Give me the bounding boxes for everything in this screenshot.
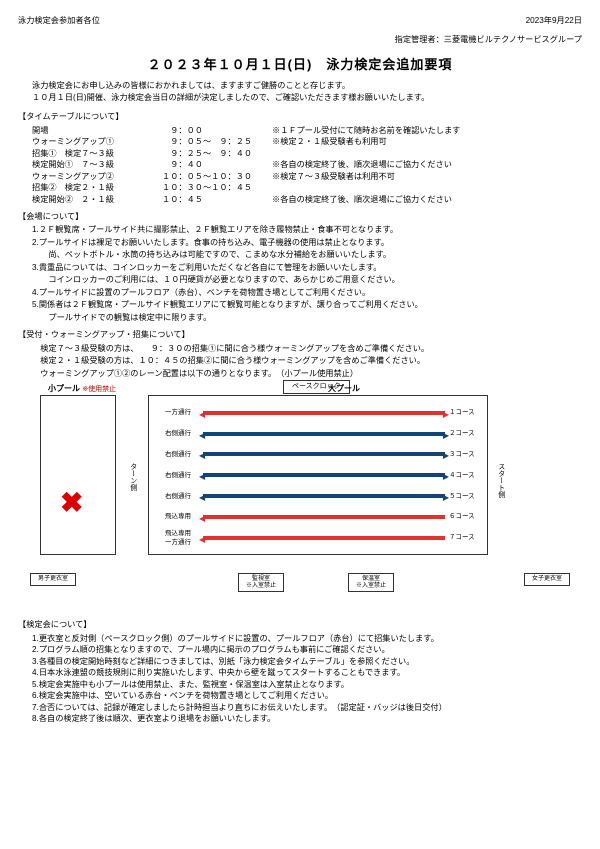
timetable: 開場 ９：００※１Ｆプール受付にて随時お名前を確認いたしますウォーミングアップ①… <box>18 125 582 205</box>
lane-row: 右側通行◀▶２コース <box>157 426 479 442</box>
timetable-heading: 【タイムテーブルについて】 <box>18 111 582 122</box>
testinfo-item: 3.各種目の検定開始時刻など詳細につきましては、別紙「泳力検定会タイムテーブル」… <box>32 656 582 667</box>
venue-heading: 【会場について】 <box>18 211 582 222</box>
recipient: 泳力検定会参加者各位 <box>18 15 100 26</box>
venue-item: 3.貴重品については、コインロッカーをご利用いただくなど各自にて管理をお願いいた… <box>32 262 582 273</box>
intro-line: １０月１日(日)開催、泳力検定会当日の詳細が決定しましたので、ご確認いただきます… <box>32 92 582 103</box>
reception-item: 検定２・１級受験の方は、１０：４５の招集②に間に合う様ウォーミングアップを含めご… <box>32 355 582 366</box>
start-side-label: スタート側 <box>496 463 506 498</box>
small-pool-label: 小プール <box>48 384 80 393</box>
small-pool-note: ※使用禁止 <box>82 386 116 393</box>
testinfo-item: 8.各自の検定終了後は順次、更衣室より退場をお願いいたします。 <box>32 713 582 724</box>
timetable-row: 検定開始① ７～３級 ９：４０※各自の検定終了後、順次退場にご協力ください <box>32 159 582 170</box>
testinfo-item: 7.合否については、記録が確定しましたら計時担当より直ちにお伝えいたします。 （… <box>32 702 582 713</box>
pool-diagram: 小プール ※使用禁止 ✖ ターン側 ペースクロック 大プール 一方通行◀▶１コー… <box>18 383 578 613</box>
page-title: ２０２３年１０月１日(日) 泳力検定会追加要項 <box>18 56 582 74</box>
big-pool-box: 一方通行◀▶１コース右側通行◀▶２コース右側通行◀▶３コース右側通行◀▶４コース… <box>148 395 488 555</box>
testinfo-heading: 【検定会について】 <box>18 619 582 630</box>
intro-line: 泳力検定会にお申し込みの皆様におかれましては、ますますご健勝のことと存じます。 <box>32 80 582 91</box>
venue-item: 尚、ペットボトル・水筒の持ち込みは可能ですので、こまめな水分補給をお願いいたしま… <box>32 249 582 260</box>
testinfo-item: 1.更衣室と反対側（ペースクロック側）のプールサイドに設置の、プールフロア（赤台… <box>32 633 582 644</box>
testinfo-item: 5.検定会実施中も小プールは使用禁止、また、監視室・保温室は入室禁止となります。 <box>32 679 582 690</box>
timetable-row: 検定開始② ２・１級１０：４５※各自の検定終了後、順次退場にご協力ください <box>32 194 582 205</box>
room-warm: 保温室※入室禁止 <box>348 573 394 592</box>
lane-row: 右側通行◀▶５コース <box>157 488 479 504</box>
testinfo-item: 4.日本水泳連盟の競技規則に則り実施いたします、中央から壁を蹴ってスタートするこ… <box>32 667 582 678</box>
turn-side-label: ターン側 <box>128 463 138 491</box>
lane-row: 飛込専用◀６コース <box>157 509 479 525</box>
venue-list: 1.２Ｆ観覧席・プールサイド共に撮影禁止、２Ｆ観覧エリアを除き履物禁止・食事不可… <box>18 224 582 323</box>
testinfo-list: 1.更衣室と反対側（ペースクロック側）のプールサイドに設置の、プールフロア（赤台… <box>18 633 582 725</box>
big-pool-label: 大プール <box>328 383 360 394</box>
venue-item: 5.関係者は２Ｆ観覧席・プールサイド観覧エリアにて観覧可能となりますが、譲り合っ… <box>32 299 582 310</box>
venue-item: 4.プールサイドに設置のプールフロア（赤台）、ベンチを荷物置き場としてご利用くだ… <box>32 287 582 298</box>
timetable-row: 招集① 検定７～３級 ９：２５～ ９：４０ <box>32 148 582 159</box>
room-monitor: 監視室※入室禁止 <box>238 573 284 592</box>
venue-item: コインロッカーのご利用には、１０円硬貨が必要となりますので、あらかじめご用意くだ… <box>32 274 582 285</box>
room-mens-locker: 男子更衣室 <box>30 573 76 586</box>
lane-row: 右側通行◀▶４コース <box>157 467 479 483</box>
lane-row: 右側通行◀▶３コース <box>157 446 479 462</box>
room-womens-locker: 女子更衣室 <box>524 573 570 586</box>
timetable-row: ウォーミングアップ① ９：０５～ ９：２５※検定２・１級受験者も利用可 <box>32 136 582 147</box>
timetable-row: 開場 ９：００※１Ｆプール受付にて随時お名前を確認いたします <box>32 125 582 136</box>
reception-list: 検定７～３級受験の方は、 ９：３０の招集①に間に合う様ウォーミングアップを含めご… <box>18 343 582 379</box>
reception-heading: 【受付・ウォーミングアップ・招集について】 <box>18 329 582 340</box>
lane-row: 飛込専用一方通行◀７コース <box>157 530 479 546</box>
testinfo-item: 6.検定会実施中は、空いている赤台・ベンチを荷物置き場としてご利用ください。 <box>32 690 582 701</box>
lane-row: 一方通行◀▶１コース <box>157 405 479 421</box>
reception-item: ウォーミングアップ①②のレーン配置は以下の通りとなります。 （小プール使用禁止） <box>32 368 582 379</box>
manager: 指定管理者：三菱電機ビルテクノサービスグループ <box>18 34 582 45</box>
issue-date: 2023年9月22日 <box>526 15 582 26</box>
venue-item: 1.２Ｆ観覧席・プールサイド共に撮影禁止、２Ｆ観覧エリアを除き履物禁止・食事不可… <box>32 224 582 235</box>
venue-item: 2.プールサイドは裸足でお願いいたします。食事の持ち込み、電子機器の使用は禁止と… <box>32 237 582 248</box>
timetable-row: 招集② 検定２・１級１０：３０～１０：４５ <box>32 182 582 193</box>
testinfo-item: 2.プログラム順の招集となりますので、プール場内に掲示のプログラムも事前にご確認… <box>32 644 582 655</box>
x-mark-icon: ✖ <box>60 483 83 522</box>
timetable-row: ウォーミングアップ②１０：０５～１０：３０※検定７～３級受験者は利用不可 <box>32 171 582 182</box>
reception-item: 検定７～３級受験の方は、 ９：３０の招集①に間に合う様ウォーミングアップを含めご… <box>32 343 582 354</box>
small-pool-box <box>40 395 116 555</box>
venue-item: プールサイドでの観覧は検定中に限ります。 <box>32 312 582 323</box>
